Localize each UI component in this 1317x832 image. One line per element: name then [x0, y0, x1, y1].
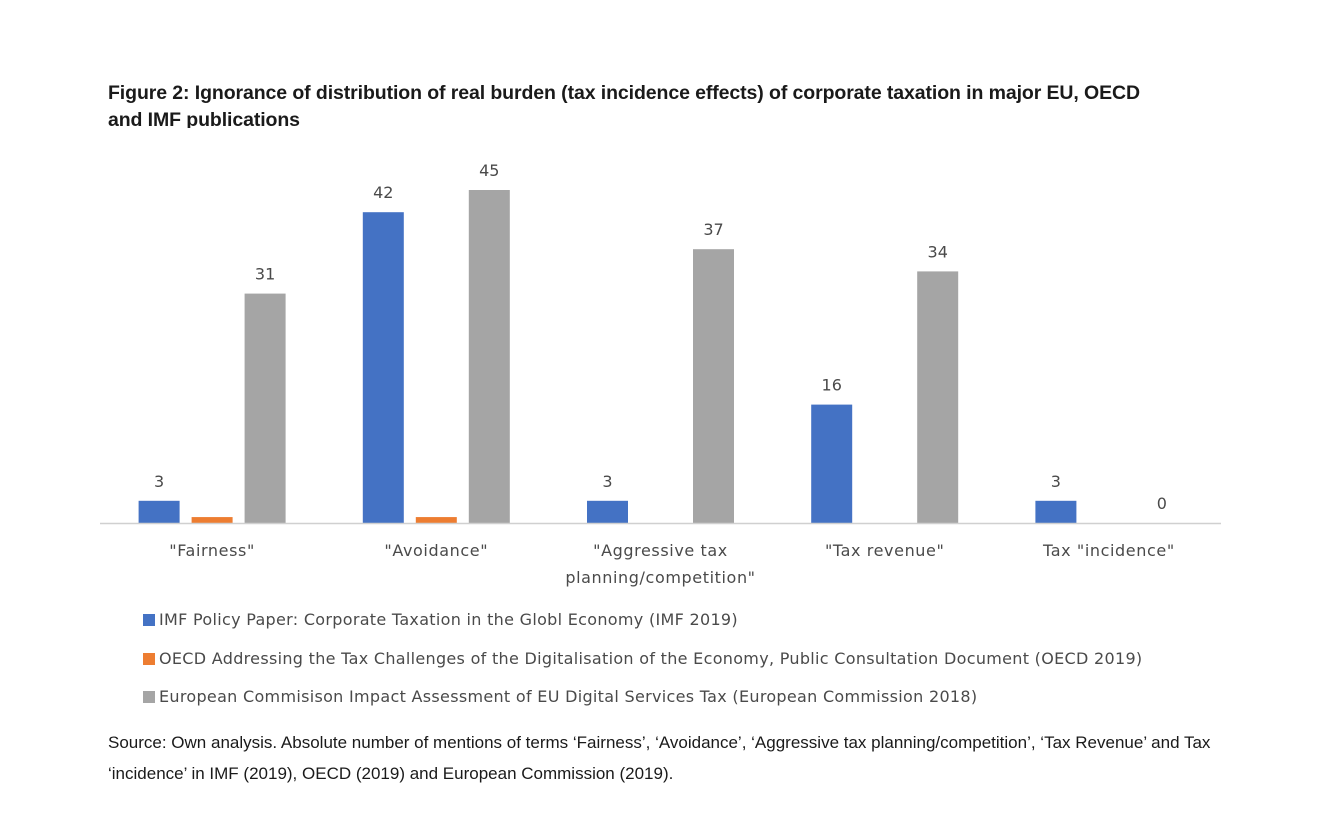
- legend-label-imf: IMF Policy Paper: Corporate Taxation in …: [159, 610, 738, 629]
- category-label-5: Tax "incidence": [1042, 541, 1175, 560]
- figure-title: Figure 2: Ignorance of distribution of r…: [108, 82, 1140, 128]
- bar-ec-4: [917, 271, 959, 523]
- category-label-3-line-2: planning/competition": [565, 568, 755, 587]
- value-label-ec-2: 45: [479, 161, 499, 180]
- category-labels-group: "Fairness" "Avoidance" "Aggressive tax plan…: [169, 541, 1175, 587]
- bar-imf-2: [362, 212, 404, 523]
- category-label-4: "Tax revenue": [825, 541, 945, 560]
- legend-swatch-imf: [143, 614, 155, 626]
- value-label-ec-1: 31: [255, 265, 275, 284]
- bar-oecd-1: [191, 517, 233, 523]
- bar-imf-1: [138, 500, 180, 523]
- value-label-imf-5: 3: [1051, 472, 1061, 491]
- value-label-imf-2: 42: [373, 183, 393, 202]
- value-labels-group: 3 31 42 45 3 37 16 34 3 0: [154, 161, 1167, 513]
- bar-imf-3: [587, 500, 628, 523]
- value-label-ec-5: 0: [1157, 494, 1167, 513]
- bar-imf-4: [811, 404, 853, 523]
- source-note: Source: Own analysis. Absolute number of…: [108, 733, 1211, 783]
- category-label-2: "Avoidance": [384, 541, 488, 560]
- value-label-ec-4: 34: [928, 242, 948, 261]
- legend-swatch-ec: [143, 691, 155, 703]
- bar-ec-2: [468, 190, 510, 523]
- bars-group: [138, 190, 1077, 523]
- value-label-ec-3: 37: [703, 220, 723, 239]
- value-label-imf-4: 16: [822, 376, 842, 395]
- bar-ec-3: [693, 249, 734, 523]
- legend-label-ec: European Commisison Impact Assessment of…: [159, 687, 978, 706]
- legend-label-oecd: OECD Addressing the Tax Challenges of th…: [159, 648, 1143, 668]
- value-label-imf-1: 3: [154, 472, 164, 491]
- value-label-imf-3: 3: [602, 472, 612, 491]
- bar-ec-1: [244, 293, 286, 523]
- category-label-1: "Fairness": [169, 541, 255, 560]
- category-label-3-line-1: "Aggressive tax: [593, 541, 728, 560]
- bar-oecd-2: [415, 517, 457, 523]
- bar-chart: 3 31 42 45 3 37 16 34 3 0 "Fairness" "Avoidance" "A…: [100, 161, 1221, 587]
- bar-imf-5: [1035, 500, 1077, 523]
- legend-swatch-oecd: [143, 652, 155, 665]
